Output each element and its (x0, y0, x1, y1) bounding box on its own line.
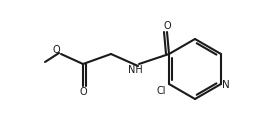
Text: O: O (52, 45, 60, 55)
Text: NH: NH (128, 65, 142, 75)
Text: O: O (79, 87, 87, 97)
Text: N: N (222, 80, 230, 90)
Text: Cl: Cl (156, 86, 166, 96)
Text: O: O (163, 21, 171, 31)
